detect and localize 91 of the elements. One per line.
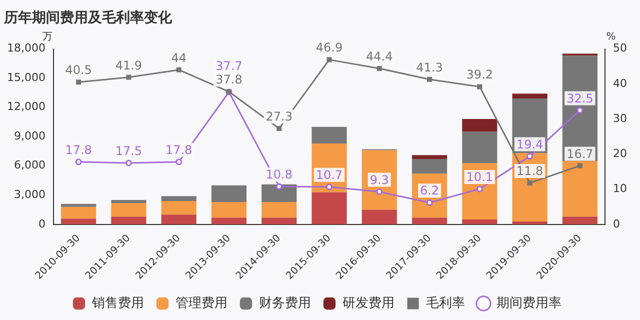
point [577, 163, 582, 168]
legend-label: 销售费用 [91, 296, 144, 311]
y2-tick-label: 30 [613, 112, 628, 125]
bar [412, 218, 448, 224]
legend-label: 期间费用率 [496, 294, 562, 311]
bar [211, 185, 247, 202]
point [75, 158, 82, 166]
data-label: 39.2 [466, 68, 494, 82]
point [326, 184, 332, 190]
data-label: 27.3 [266, 110, 292, 124]
data-label: 17.5 [115, 144, 142, 158]
bar [412, 155, 448, 160]
data-label: 17.8 [165, 142, 192, 157]
y2-tick-label: 40 [613, 76, 628, 90]
bar [462, 132, 498, 163]
data-label: 16.7 [566, 146, 594, 161]
data-label: 46.9 [316, 40, 343, 55]
bar [262, 218, 297, 224]
data-label: 6.2 [420, 184, 440, 198]
legend-label: 毛利率 [426, 294, 465, 311]
bar [111, 216, 146, 224]
bar [61, 204, 96, 207]
point [527, 180, 532, 186]
y2-tick-label: 20 [613, 147, 628, 160]
bar [562, 161, 598, 217]
bar [512, 94, 548, 99]
data-label: 37.7 [216, 59, 242, 74]
legend-label: 管理费用 [176, 296, 228, 311]
y2-tick-label: 0 [613, 217, 620, 230]
y-tick-label: 6,000 [14, 158, 46, 172]
data-label: 9.3 [370, 172, 389, 187]
y-tick-label: 9,000 [14, 129, 46, 142]
data-label: 40.5 [65, 63, 92, 78]
point [477, 84, 482, 90]
data-label: 37.8 [216, 72, 242, 87]
data-label: 17.8 [65, 142, 92, 157]
bar [161, 196, 196, 202]
chart-title: 历年期间费用及毛利率变化 [3, 9, 173, 26]
point [426, 199, 433, 206]
y-axis-title: 万 [42, 31, 52, 42]
point [476, 186, 483, 192]
point [376, 66, 382, 71]
bar [462, 119, 498, 132]
point [276, 126, 282, 132]
legend-label: 研发费用 [342, 296, 394, 311]
y2-axis-title: % [606, 31, 616, 42]
bar [312, 126, 347, 144]
data-label: 11.8 [516, 164, 544, 178]
legend-label: 财务费用 [259, 296, 311, 311]
point [576, 107, 584, 114]
y-tick-label: 3,000 [14, 188, 46, 202]
y2-tick-label: 50 [613, 42, 628, 55]
bar [312, 192, 347, 224]
data-label: 44 [171, 50, 186, 65]
point [126, 74, 132, 80]
point [125, 160, 132, 166]
bar [462, 220, 498, 224]
data-label: 19.4 [516, 137, 544, 152]
point [176, 67, 182, 72]
y-tick-label: 12,000 [6, 100, 46, 114]
bar [61, 206, 96, 219]
point [76, 80, 82, 85]
data-label: 10.8 [266, 167, 292, 182]
bar [562, 216, 598, 224]
data-label: 32.5 [566, 91, 594, 106]
data-label: 10.1 [466, 170, 494, 184]
bar [211, 202, 247, 218]
bar [211, 218, 247, 224]
bar [262, 184, 297, 202]
data-label: 10.7 [316, 168, 343, 182]
bar [61, 218, 96, 224]
bar [111, 202, 146, 217]
bar [161, 214, 196, 224]
point [276, 183, 282, 190]
bar [161, 201, 196, 215]
data-label: 41.9 [115, 58, 142, 72]
point [176, 158, 182, 166]
point [376, 188, 383, 196]
bar [262, 202, 297, 218]
data-label: 41.3 [416, 60, 443, 74]
y-tick-label: 15,000 [6, 70, 46, 84]
y2-tick-label: 10 [613, 182, 628, 196]
data-label: 44.4 [366, 49, 393, 64]
point [326, 57, 332, 62]
y-tick-label: 0 [38, 217, 46, 230]
point [526, 153, 534, 160]
bar [412, 159, 448, 174]
bar [362, 210, 397, 224]
point [427, 76, 432, 82]
y-tick-label: 18,000 [6, 42, 46, 55]
bar [111, 200, 146, 203]
